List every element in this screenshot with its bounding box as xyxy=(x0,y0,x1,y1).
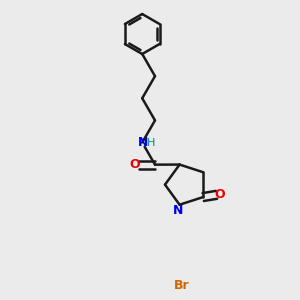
Text: N: N xyxy=(138,136,148,149)
Text: Br: Br xyxy=(174,279,190,292)
Text: H: H xyxy=(147,137,156,148)
Text: O: O xyxy=(130,158,140,171)
Text: O: O xyxy=(214,188,225,201)
Text: N: N xyxy=(173,204,184,217)
